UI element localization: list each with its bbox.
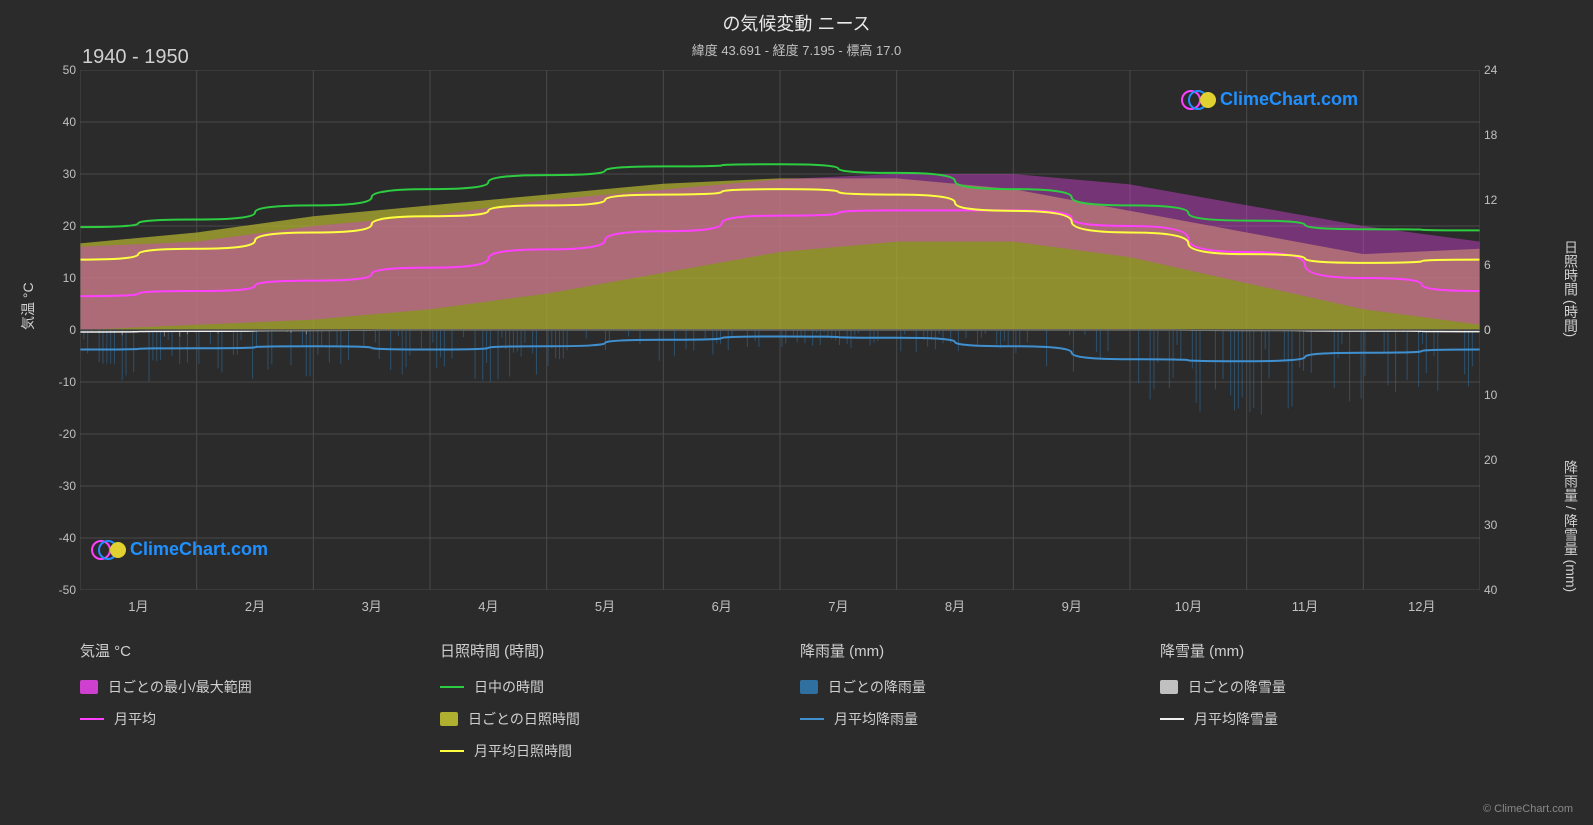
legend-label: 日ごとの降雨量 [828,677,926,697]
y-tick-left: 30 [48,167,76,181]
y-tick-right-top: 24 [1484,63,1497,77]
chart-title: の気候変動 ニース [0,0,1593,36]
legend-line-marker [440,686,464,688]
legend-item: 月平均日照時間 [440,741,760,761]
y-tick-right-top: 12 [1484,193,1497,207]
y-tick-right-top: 6 [1484,258,1491,272]
y-tick-left: 40 [48,115,76,129]
watermark-text: ClimeChart.com [1220,89,1358,110]
legend-label: 月平均 [114,709,156,729]
legend-line-marker [80,718,104,720]
y-tick-right-bottom: 40 [1484,583,1497,597]
y-tick-right-bottom: 20 [1484,453,1497,467]
x-axis-labels: 1月2月3月4月5月6月7月8月9月10月11月12月 [80,596,1480,616]
legend-label: 日ごとの日照時間 [468,709,580,729]
y-tick-left: -20 [48,427,76,441]
x-tick-label: 3月 [313,596,430,616]
legend-item: 日ごとの日照時間 [440,709,760,729]
legend-label: 日中の時間 [474,677,544,697]
chart-subtitle: 緯度 43.691 - 経度 7.195 - 標高 17.0 [0,36,1593,59]
y-axis-left-label: 気温 °C [18,282,38,330]
y-tick-left: 50 [48,63,76,77]
y-tick-left: 20 [48,219,76,233]
legend-line-marker [800,718,824,720]
legend-label: 月平均降雪量 [1194,709,1278,729]
legend-column: 降雪量 (mm) 日ごとの降雪量月平均降雪量 [1160,640,1480,761]
watermark: ClimeChart.com [1180,88,1358,110]
legend-item: 日ごとの降雪量 [1160,677,1480,697]
x-tick-label: 4月 [430,596,547,616]
x-tick-label: 9月 [1013,596,1130,616]
y-tick-left: -30 [48,479,76,493]
legend: 気温 °C 日ごとの最小/最大範囲月平均 日照時間 (時間) 日中の時間日ごとの日照時… [80,640,1480,761]
legend-header: 降雨量 (mm) [800,640,1120,661]
climate-chart: の気候変動 ニース 緯度 43.691 - 経度 7.195 - 標高 17.0… [0,0,1593,825]
y-tick-right-bottom: 30 [1484,518,1497,532]
legend-header: 日照時間 (時間) [440,640,760,661]
x-tick-label: 8月 [897,596,1014,616]
y-tick-right-bottom: 10 [1484,388,1497,402]
legend-label: 月平均降雨量 [834,709,918,729]
x-tick-label: 7月 [780,596,897,616]
x-tick-label: 10月 [1130,596,1247,616]
legend-header: 気温 °C [80,640,400,661]
y-tick-left: -10 [48,375,76,389]
y-tick-left: 10 [48,271,76,285]
legend-label: 日ごとの降雪量 [1188,677,1286,697]
watermark: ClimeChart.com [90,538,268,560]
x-tick-label: 11月 [1247,596,1364,616]
legend-column: 気温 °C 日ごとの最小/最大範囲月平均 [80,640,400,761]
x-tick-label: 1月 [80,596,197,616]
legend-swatch [800,680,818,694]
legend-swatch [80,680,98,694]
legend-swatch [440,712,458,726]
legend-item: 日ごとの最小/最大範囲 [80,677,400,697]
x-tick-label: 2月 [197,596,314,616]
y-tick-left: 0 [48,323,76,337]
legend-swatch [1160,680,1178,694]
y-ticks-left: 50403020100-10-20-30-40-50 [48,70,76,590]
copyright-text: © ClimeChart.com [1483,803,1573,815]
legend-column: 日照時間 (時間) 日中の時間日ごとの日照時間月平均日照時間 [440,640,760,761]
legend-item: 月平均降雪量 [1160,709,1480,729]
y-tick-right-bottom: 0 [1484,323,1491,337]
legend-label: 月平均日照時間 [474,741,572,761]
logo-icon [1180,88,1212,110]
legend-label: 日ごとの最小/最大範囲 [108,677,252,697]
legend-line-marker [1160,718,1184,720]
y-tick-left: -50 [48,583,76,597]
legend-item: 月平均降雨量 [800,709,1120,729]
legend-line-marker [440,750,464,752]
chart-svg [80,70,1480,590]
y-axis-right-bottom-label: 降雨量 / 降雪量 (mm) [1561,460,1581,592]
legend-item: 日ごとの降雨量 [800,677,1120,697]
y-axis-right-top-label: 日照時間 (時間) [1561,240,1581,337]
legend-item: 月平均 [80,709,400,729]
legend-header: 降雪量 (mm) [1160,640,1480,661]
plot-area [80,70,1480,590]
watermark-text: ClimeChart.com [130,539,268,560]
y-tick-right-top: 18 [1484,128,1497,142]
year-range-label: 1940 - 1950 [82,46,189,69]
legend-item: 日中の時間 [440,677,760,697]
y-tick-left: -40 [48,531,76,545]
legend-column: 降雨量 (mm) 日ごとの降雨量月平均降雨量 [800,640,1120,761]
logo-icon [90,538,122,560]
x-tick-label: 5月 [547,596,664,616]
x-tick-label: 12月 [1363,596,1480,616]
x-tick-label: 6月 [663,596,780,616]
